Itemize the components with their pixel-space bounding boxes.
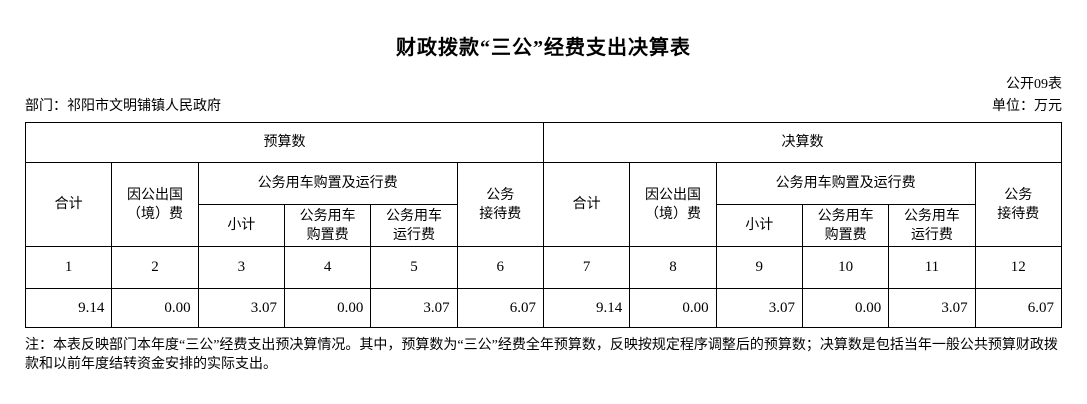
column-number: 11 xyxy=(888,246,976,289)
header-final-vehicle-group: 公务用车购置及运行费 xyxy=(715,162,976,205)
value-budget-vehicle-operation: 3.07 xyxy=(370,288,458,328)
column-number: 10 xyxy=(801,246,890,289)
column-number: 1 xyxy=(24,246,113,289)
group-header-row: 预算数 决算数 xyxy=(25,122,1063,163)
column-number: 3 xyxy=(197,246,285,289)
department-label: 部门：祁阳市文明铺镇人民政府 xyxy=(25,99,221,114)
footnote: 注：本表反映部门本年度“三公”经费支出预决算情况。其中，预算数为“三公”经费全年… xyxy=(25,338,1058,372)
page-title: 财政拨款“三公”经费支出决算表 xyxy=(396,37,691,59)
header-final-vehicle-purchase: 公务用车 购置费 xyxy=(801,204,890,247)
header-final-vehicle-operation: 公务用车 运行费 xyxy=(888,204,976,247)
value-final-reception: 6.07 xyxy=(974,288,1063,328)
header-final-vehicle-subtotal: 小计 xyxy=(715,204,803,247)
header-budget-vehicle-operation: 公务用车 运行费 xyxy=(370,204,458,247)
column-number: 5 xyxy=(370,246,458,289)
value-budget-abroad: 0.00 xyxy=(111,288,199,328)
header-final-abroad: 因公出国 （境）费 xyxy=(629,162,717,247)
unit-label: 单位：万元 xyxy=(992,99,1062,114)
header-budget-vehicle-subtotal: 小计 xyxy=(197,204,285,247)
header-budget-abroad: 因公出国 （境）费 xyxy=(111,162,199,247)
column-number: 8 xyxy=(629,246,717,289)
three-public-expense-table: 预算数 决算数 合计 因公出国 （境）费 公务用车购置及运行费 公务 接待费 合… xyxy=(24,122,1063,328)
header-final-total: 合计 xyxy=(542,162,631,247)
header-budget-total: 合计 xyxy=(24,162,113,247)
value-budget-vehicle-subtotal: 3.07 xyxy=(197,288,285,328)
value-final-vehicle-purchase: 0.00 xyxy=(801,288,890,328)
column-number: 7 xyxy=(542,246,631,289)
sub-header-row: 小计 公务用车 购置费 公务用车 运行费 小计 公务用车 购置费 公务用车 运行… xyxy=(26,204,1062,247)
header-budget-vehicle-purchase: 公务用车 购置费 xyxy=(283,204,372,247)
column-number: 9 xyxy=(715,246,803,289)
group-header-budget: 预算数 xyxy=(25,122,544,163)
column-number: 4 xyxy=(283,246,372,289)
column-header-row: 合计 因公出国 （境）费 公务用车购置及运行费 公务 接待费 合计 因公出国 （… xyxy=(24,162,1063,247)
value-budget-vehicle-purchase: 0.00 xyxy=(283,288,372,328)
header-budget-vehicle-group: 公务用车购置及运行费 xyxy=(197,162,458,205)
value-final-vehicle-subtotal: 3.07 xyxy=(715,288,803,328)
column-number-row: 1 2 3 4 5 6 7 8 9 10 11 12 xyxy=(24,246,1063,289)
column-number: 6 xyxy=(456,246,544,289)
value-final-total: 9.14 xyxy=(542,288,631,328)
value-final-abroad: 0.00 xyxy=(629,288,717,328)
value-budget-reception: 6.07 xyxy=(456,288,544,328)
column-number: 12 xyxy=(974,246,1063,289)
value-final-vehicle-operation: 3.07 xyxy=(888,288,976,328)
column-number: 2 xyxy=(111,246,199,289)
meta-row: 部门：祁阳市文明铺镇人民政府 单位：万元 xyxy=(25,98,1062,115)
value-row: 9.14 0.00 3.07 0.00 3.07 6.07 9.14 0.00 … xyxy=(24,288,1063,328)
header-budget-reception: 公务 接待费 xyxy=(456,162,544,247)
value-budget-total: 9.14 xyxy=(24,288,113,328)
table-code: 公开09表 xyxy=(1006,77,1062,92)
group-header-final: 决算数 xyxy=(542,122,1063,163)
header-final-reception: 公务 接待费 xyxy=(974,162,1063,247)
